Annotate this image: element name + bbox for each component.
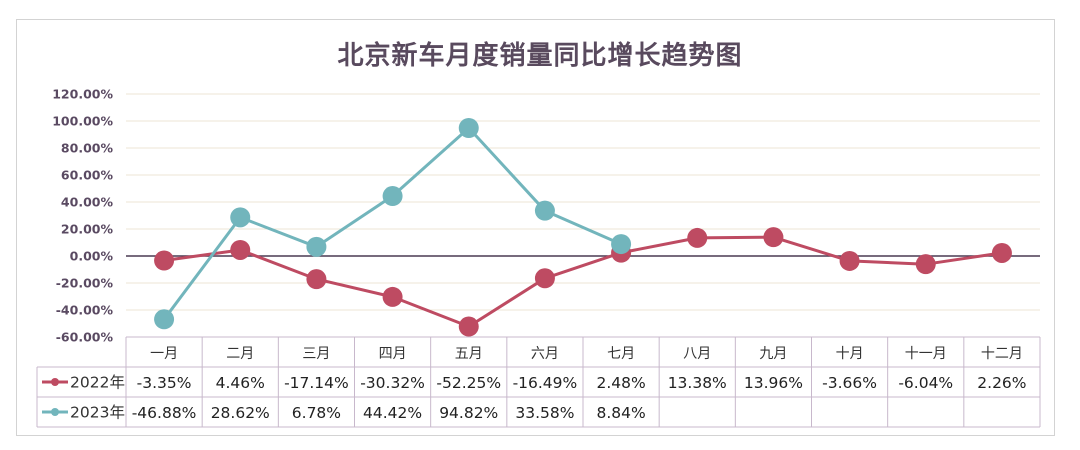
y-tick-label: 100.00% bbox=[52, 114, 113, 129]
category-label: 十二月 bbox=[981, 346, 1023, 362]
data-point bbox=[915, 254, 936, 275]
data-table-cell: 28.62% bbox=[211, 404, 270, 422]
data-point bbox=[458, 117, 479, 138]
data-table-cell: -17.14% bbox=[284, 374, 349, 392]
data-table-cell: -30.32% bbox=[360, 374, 425, 392]
category-label: 七月 bbox=[607, 346, 635, 362]
data-table-cell: 44.42% bbox=[363, 404, 422, 422]
category-label: 九月 bbox=[759, 346, 787, 362]
y-tick-label: 20.00% bbox=[61, 222, 114, 237]
category-label: 三月 bbox=[302, 346, 330, 362]
data-point bbox=[534, 200, 555, 221]
data-point bbox=[611, 234, 632, 255]
data-point bbox=[763, 227, 784, 248]
data-table-cell: -6.04% bbox=[898, 374, 953, 392]
chart-title: 北京新车月度销量同比增长趋势图 bbox=[337, 41, 743, 71]
data-table-cell: 6.78% bbox=[292, 404, 341, 422]
data-table-cell: -16.49% bbox=[513, 374, 578, 392]
y-tick-label: -60.00% bbox=[56, 330, 114, 345]
data-point bbox=[154, 309, 175, 330]
data-table-cell: -3.66% bbox=[822, 374, 877, 392]
legend-marker bbox=[51, 408, 59, 416]
data-table-cell: 2.48% bbox=[596, 374, 645, 392]
data-table-cell: -3.35% bbox=[137, 374, 192, 392]
category-label: 十月 bbox=[836, 346, 864, 362]
data-point bbox=[534, 268, 555, 289]
data-point bbox=[230, 207, 251, 228]
y-tick-label: 80.00% bbox=[61, 141, 114, 156]
y-tick-label: -20.00% bbox=[56, 276, 114, 291]
category-label: 二月 bbox=[226, 346, 254, 362]
category-label: 一月 bbox=[150, 346, 178, 362]
legend-series-name: 2022年 bbox=[70, 374, 125, 392]
data-point bbox=[687, 227, 708, 248]
data-point bbox=[991, 242, 1012, 263]
data-point bbox=[458, 316, 479, 337]
data-table-cell: 33.58% bbox=[515, 404, 574, 422]
data-point bbox=[230, 239, 251, 260]
y-tick-label: 120.00% bbox=[52, 87, 113, 102]
data-table-cell: 8.84% bbox=[596, 404, 645, 422]
y-tick-label: 60.00% bbox=[61, 168, 114, 183]
legend-marker bbox=[51, 378, 59, 386]
data-table-cell: 4.46% bbox=[216, 374, 265, 392]
y-tick-label: 0.00% bbox=[70, 249, 114, 264]
category-label: 六月 bbox=[531, 346, 559, 362]
category-label: 十一月 bbox=[905, 346, 947, 362]
data-point bbox=[306, 236, 327, 257]
data-table-cell: 94.82% bbox=[439, 404, 498, 422]
data-point bbox=[839, 250, 860, 271]
legend-series-name: 2023年 bbox=[70, 404, 125, 422]
data-table-cell: -46.88% bbox=[132, 404, 197, 422]
data-point bbox=[382, 186, 403, 207]
y-tick-label: -40.00% bbox=[56, 303, 114, 318]
data-table-cell: 13.96% bbox=[744, 374, 803, 392]
data-point bbox=[382, 286, 403, 307]
category-label: 五月 bbox=[455, 346, 483, 362]
series-line bbox=[163, 235, 1003, 328]
data-table-cell: 2.26% bbox=[977, 374, 1026, 392]
data-table-cell: -52.25% bbox=[436, 374, 501, 392]
category-label: 八月 bbox=[683, 346, 711, 362]
data-point bbox=[306, 269, 327, 290]
data-point bbox=[154, 250, 175, 271]
y-tick-label: 40.00% bbox=[61, 195, 114, 210]
category-label: 四月 bbox=[379, 346, 407, 362]
data-table-cell: 13.38% bbox=[668, 374, 727, 392]
